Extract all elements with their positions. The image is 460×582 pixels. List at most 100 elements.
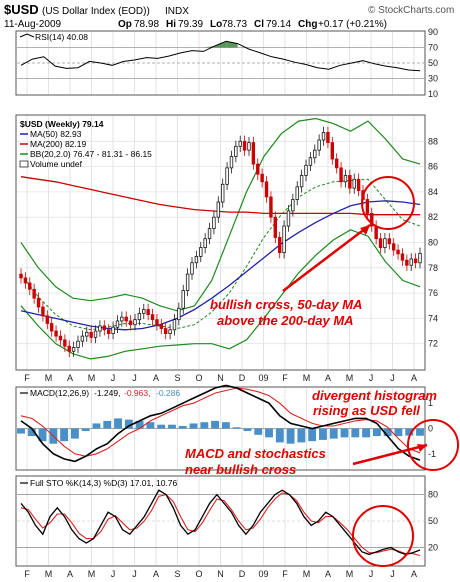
open-label: Op (118, 19, 132, 30)
candle-body (168, 329, 172, 334)
price-panel (15, 114, 426, 371)
quote-line: Op 78.98 Hi 79.39 Lo 78.73 Cl 79.14 Chg … (118, 19, 387, 30)
rsi-overbought-fill (226, 41, 238, 48)
candle-body (212, 216, 216, 229)
low-label: Lo (210, 19, 222, 30)
histogram-highlight-circle (407, 419, 459, 471)
candle-body (405, 259, 409, 266)
price-y-tick: 86 (428, 162, 438, 172)
divergence-arrow (352, 443, 428, 466)
candle-body (400, 253, 405, 261)
candle-body (71, 347, 76, 352)
x-tick-label: N (217, 373, 224, 383)
histogram-legend-value: -0.286 (156, 388, 180, 398)
candle-body (181, 290, 185, 309)
rsi-y-tick: 30 (428, 74, 438, 84)
high-value: 79.39 (178, 19, 203, 30)
x-tick-label: M (303, 569, 311, 579)
x-tick-label: 09 (258, 373, 268, 383)
candle-body (58, 335, 63, 341)
macd-histogram-bar (200, 422, 209, 429)
candle-body (413, 258, 418, 264)
x-tick-label: A (153, 569, 159, 579)
macd-histogram-bar (308, 428, 317, 442)
candle-body (106, 329, 111, 334)
macd-legend-label: MACD(12,26,9) (30, 388, 89, 398)
price-y-tick: 76 (428, 288, 438, 298)
close-label: Cl (254, 19, 264, 30)
annotation-divergence: divergent histogram rising as USD fell M… (185, 388, 459, 567)
macd-histogram-bar (168, 424, 176, 429)
sto-panel (15, 475, 426, 567)
bb-upper-line (20, 117, 421, 312)
macd-histogram-bar (394, 428, 403, 437)
candle-body (185, 273, 190, 291)
ma50-line (20, 200, 421, 331)
macd-histogram-bar (124, 419, 133, 429)
candle-body (190, 262, 194, 275)
candle-body (146, 309, 150, 316)
macd-histogram-bar (103, 420, 112, 429)
candle-body (304, 164, 308, 176)
x-tick-label: M (303, 373, 311, 383)
macd-histogram-bar (286, 428, 295, 444)
candle-body (321, 132, 326, 141)
candle-body (295, 186, 299, 200)
candle-body (370, 213, 374, 227)
axis-labels: F F M M A A M M J J J J A A S S O O N N D D 09 09 F F M M A A M M J J J J A A… (24, 27, 438, 579)
x-tick-label: D (239, 373, 246, 383)
volume-legend: Volume undef (30, 159, 83, 169)
candle-body (225, 167, 229, 185)
price-y-tick: 84 (428, 187, 438, 197)
sto-legend-text: Full STO %K(14,3) %D(3) 17.01, 10.76 (30, 478, 178, 488)
rsi-legend: RSI(14) 40.08 (19, 32, 88, 42)
candle-body (273, 216, 278, 238)
macd-histogram-bar (221, 422, 230, 429)
macd-histogram-bar (92, 423, 101, 429)
macd-histogram-bar (189, 423, 198, 429)
candle-body (220, 183, 225, 203)
macd-histogram-bar (275, 428, 284, 443)
candle-body (159, 324, 164, 329)
candle-body (19, 273, 23, 279)
candle-body (234, 145, 238, 157)
candle-body (216, 201, 221, 218)
close-value: 79.14 (266, 19, 291, 30)
x-tick-label: D (239, 569, 246, 579)
candle-body (85, 331, 89, 337)
x-tick-label: M (346, 373, 354, 383)
candle-body (356, 178, 361, 192)
price-legend-symbol: $USD (Weekly) 79.14 (20, 119, 104, 129)
macd-y-tick: 0 (428, 424, 433, 434)
x-tick-label: N (217, 569, 224, 579)
exchange: INDX (165, 6, 189, 17)
candle-body (313, 149, 317, 159)
macd-histogram-bar (254, 428, 263, 435)
candle-body (177, 307, 181, 321)
cross-highlight-circle (361, 176, 415, 230)
watermark: © StockCharts.com (368, 5, 454, 16)
candle-body (264, 181, 269, 198)
x-tick-label: A (325, 569, 331, 579)
candle-body (391, 243, 396, 251)
price-legend: $USD (Weekly) 79.14 MA(50) 82.93 MA(200)… (19, 119, 152, 169)
sto-y-tick: 80 (428, 490, 438, 500)
candle-body (142, 309, 146, 314)
rsi-y-tick: 50 (428, 58, 438, 68)
macd-histogram-bar (178, 425, 187, 429)
macd-histogram-bar (146, 422, 155, 429)
candle-body (326, 132, 330, 143)
macd-series (17, 384, 424, 463)
candle-body (76, 340, 80, 348)
candle-body (378, 238, 383, 248)
price-y-tick: 88 (428, 136, 438, 146)
candle-body (269, 196, 273, 218)
x-tick-label: J (390, 569, 395, 579)
candle-body (28, 282, 32, 290)
candle-body (339, 167, 343, 183)
candle-body (291, 199, 295, 212)
macd-y-tick: 1 (428, 398, 433, 408)
macd-histogram-bar (340, 428, 349, 438)
x-tick-label: J (390, 373, 395, 383)
candle-body (163, 328, 168, 334)
